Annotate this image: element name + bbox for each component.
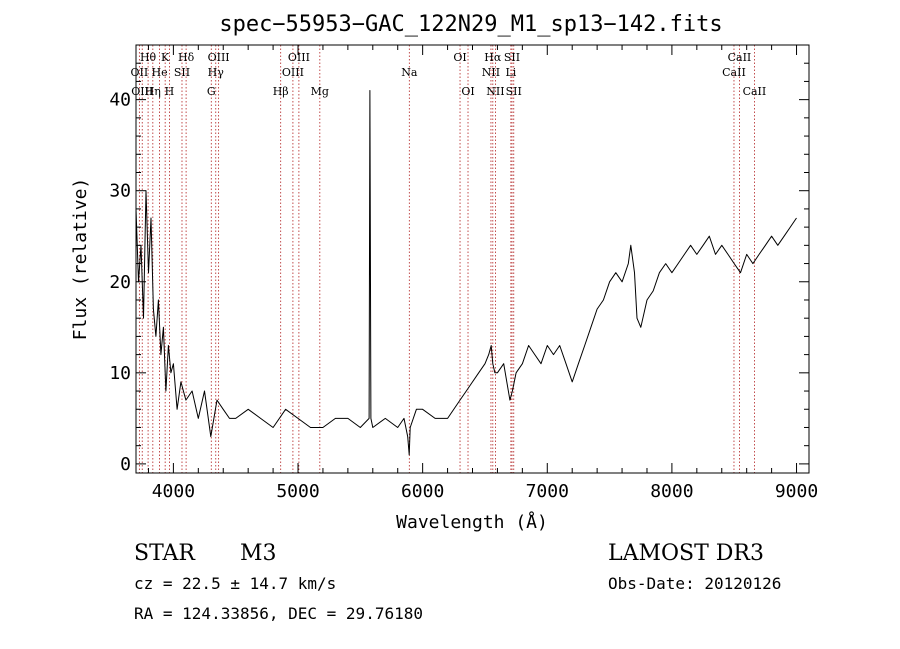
line-label-27: CaII <box>743 85 767 98</box>
y-tick-label-3: 30 <box>109 181 131 202</box>
obs-date: Obs-Date: 20120126 <box>608 574 781 593</box>
series-group <box>135 90 797 456</box>
line-label-15: Mg <box>311 85 329 98</box>
line-label-17: OI <box>453 51 466 64</box>
y-axis-ticks: 0 10 20 30 40 <box>109 62 809 475</box>
x-tick-label-4: 8000 <box>650 481 693 502</box>
subclass: M3 <box>240 541 277 566</box>
x-axis-ticks: 4000 5000 6000 7000 8000 9000 <box>147 45 818 502</box>
line-label-9: OIII <box>208 51 230 64</box>
line-label-13: OIII <box>288 51 310 64</box>
y-axis-label: Flux (relative) <box>70 178 91 341</box>
x-tick-label-1: 5000 <box>276 481 319 502</box>
line-label-23: Li <box>505 66 516 79</box>
line-label-1: OII <box>131 66 149 79</box>
line-label-20: NII <box>482 66 500 79</box>
y-tick-label-4: 40 <box>109 90 131 111</box>
line-label-26: CaII <box>722 66 746 79</box>
line-label-12: Hβ <box>273 85 289 98</box>
line-label-24: SII <box>506 85 522 98</box>
line-label-3: Hη <box>145 85 161 98</box>
line-label-2: OIII <box>131 85 153 98</box>
line-label-21: NII <box>486 85 504 98</box>
y-tick-label-1: 10 <box>109 363 131 384</box>
chart-title: spec−55953−GAC_122N29_M1_sp13−142.fits <box>219 12 722 37</box>
x-tick-label-3: 7000 <box>526 481 569 502</box>
line-label-0: Hθ <box>140 51 157 64</box>
redshift-text: cz = 22.5 ± 14.7 km/s <box>134 574 336 593</box>
x-tick-label-2: 6000 <box>401 481 444 502</box>
line-label-22: SII <box>504 51 520 64</box>
emission-line-markers <box>138 45 755 473</box>
object-class: STAR <box>134 541 196 566</box>
line-label-4: K <box>161 51 170 64</box>
x-tick-label-5: 9000 <box>775 481 818 502</box>
survey-name: LAMOST DR3 <box>608 541 764 566</box>
line-label-7: SII <box>174 66 190 79</box>
line-label-16: Na <box>401 66 418 79</box>
x-tick-label-0: 4000 <box>152 481 195 502</box>
line-label-19: Hα <box>484 51 502 64</box>
line-label-10: Hγ <box>208 66 225 79</box>
coordinates: RA = 124.33856, DEC = 29.76180 <box>134 604 423 623</box>
line-label-8: Hδ <box>178 51 195 64</box>
line-label-14: OIII <box>282 66 304 79</box>
line-label-11: G <box>207 85 216 98</box>
line-label-6: He <box>152 66 168 79</box>
line-label-5: H <box>165 85 175 98</box>
y-tick-label-0: 0 <box>120 454 131 475</box>
line-label-18: OI <box>461 85 474 98</box>
y-tick-label-2: 20 <box>109 272 131 293</box>
series-line-0 <box>135 90 797 456</box>
plot-frame <box>135 44 810 474</box>
x-axis-label: Wavelength (Å) <box>396 511 548 533</box>
line-label-25: CaII <box>728 51 752 64</box>
